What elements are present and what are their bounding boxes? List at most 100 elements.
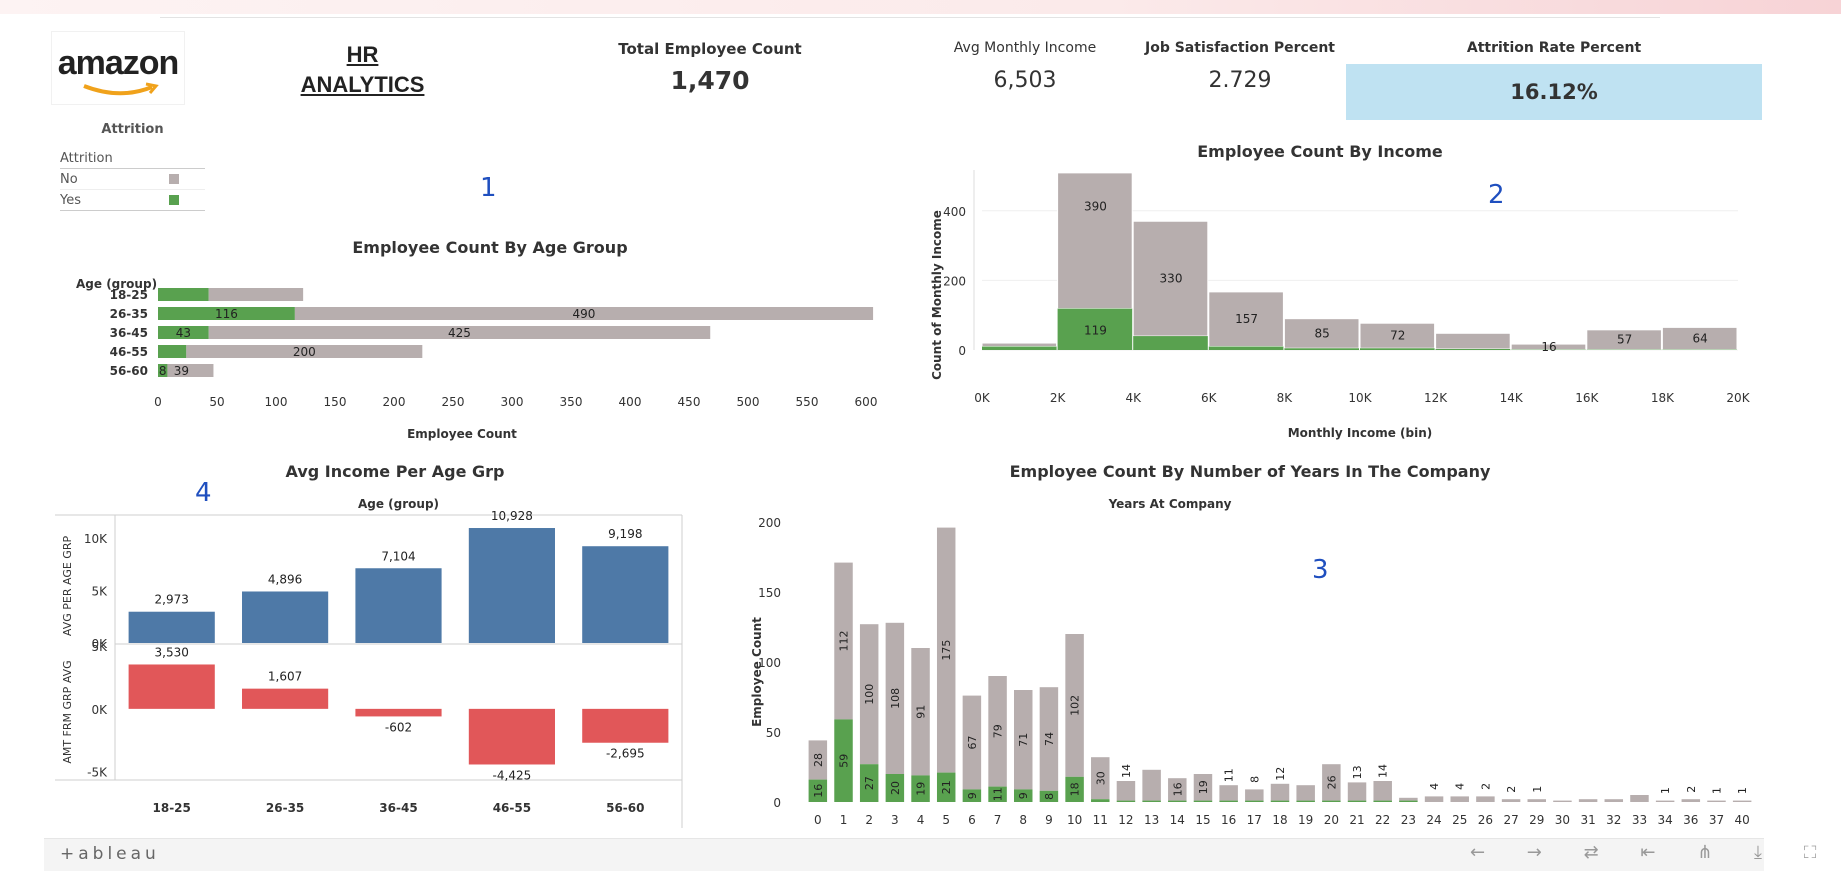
tableau-toolbar: [44, 838, 1764, 871]
years-bar-no-label: 108: [889, 688, 902, 709]
years-bar-no-label: 1: [1710, 787, 1723, 794]
years-bar-no: [1039, 687, 1059, 791]
years-x-tick: 37: [1709, 813, 1724, 827]
years-bar-no-label: 1: [1659, 787, 1672, 794]
avg-bottom-bar-label: -4,425: [493, 768, 532, 782]
income-bar-label: 72: [1390, 329, 1405, 343]
age-x-tick: 300: [501, 395, 524, 409]
avg-bottom-bar: [242, 688, 329, 709]
avg-x-tick: 36-45: [379, 801, 417, 815]
years-bar-yes: [1039, 790, 1059, 802]
years-y-tick: 150: [758, 586, 781, 600]
years-bar-no-label: 14: [1120, 764, 1133, 778]
age-group-chart[interactable]: Age (group)18-25 26-35 116 490 36-45 43 425 46-…: [60, 268, 910, 446]
years-bar-yes: [885, 774, 905, 802]
years-bar-no: [1142, 769, 1161, 801]
years-x-tick: 4: [917, 813, 925, 827]
income-bar-label: 16: [1541, 340, 1556, 354]
avg-top-bar: [468, 528, 555, 643]
years-bar-no-label: 102: [1069, 695, 1082, 716]
kpi-job-satisfaction[interactable]: Job Satisfaction Percent 2.729: [1140, 40, 1340, 93]
years-bar-no-label: 16: [1171, 782, 1184, 796]
attrition-legend[interactable]: Attrition Attrition No Yes: [60, 122, 205, 211]
income-bar-yes: [1057, 308, 1133, 350]
avg-bottom-y-tick: 5K: [91, 640, 108, 654]
avg-top-bar-label: 2,973: [155, 593, 189, 607]
age-bar-yes: [158, 364, 168, 377]
legend-swatch-no: [169, 174, 179, 184]
age-bar-no-label: 490: [573, 307, 596, 321]
years-bar-no: [808, 740, 828, 780]
years-y-tick: 0: [773, 796, 781, 810]
age-x-tick: 250: [442, 395, 465, 409]
years-bar-yes: [808, 779, 828, 802]
legend-item-label: Yes: [60, 192, 81, 208]
avg-x-tick: 46-55: [493, 801, 531, 815]
years-bar-no-label: 100: [863, 684, 876, 705]
years-bar-yes: [1193, 800, 1213, 802]
years-bar-no-label: 2: [1685, 786, 1698, 793]
years-bar-no-label: 8: [1248, 776, 1261, 783]
years-x-tick: 29: [1529, 813, 1544, 827]
avg-bottom-bar-label: -602: [385, 720, 412, 734]
avg-top-y-tick: 10K: [84, 532, 108, 546]
years-bar-no: [1630, 795, 1649, 802]
income-y-tick: 0: [958, 344, 966, 358]
avg-bottom-bar: [582, 708, 669, 743]
age-bar-no-label: 200: [293, 345, 316, 359]
avg-bottom-y-axis-title: AMT FRM GRP AVG: [61, 660, 74, 763]
avg-bottom-bar: [468, 708, 555, 765]
legend-item-label: No: [60, 171, 78, 187]
avg-top-bar-label: 9,198: [608, 527, 642, 541]
years-x-tick: 13: [1144, 813, 1159, 827]
legend-item-yes[interactable]: Yes: [60, 190, 205, 211]
income-bar-yes: [1360, 348, 1435, 350]
age-bar-yes: [158, 345, 187, 358]
income-bar-yes: [982, 346, 1057, 350]
years-chart-title: Employee Count By Number of Years In The…: [1009, 462, 1491, 481]
avg-subtitle: Age (group): [358, 497, 439, 511]
years-bar-yes: [1296, 800, 1315, 802]
kpi-total-employee[interactable]: Total Employee Count 1,470: [580, 40, 840, 95]
years-y-tick: 50: [766, 726, 781, 740]
avg-top-bar-label: 7,104: [381, 549, 415, 563]
age-bar-yes-label: 8: [159, 364, 167, 378]
years-bar-no-label: 11: [1223, 768, 1236, 782]
years-x-tick: 7: [994, 813, 1002, 827]
years-y-axis-title: Employee Count: [750, 617, 764, 727]
years-bar-no: [1476, 796, 1495, 802]
avg-x-tick: 56-60: [606, 801, 644, 815]
years-bar-no-label: 79: [992, 724, 1005, 738]
income-x-tick: 6K: [1201, 391, 1218, 405]
avg-top-bar: [128, 611, 215, 643]
years-x-tick: 36: [1683, 813, 1698, 827]
kpi-attrition-rate[interactable]: Attrition Rate Percent 16.12%: [1346, 40, 1762, 120]
legend-item-no[interactable]: No: [60, 169, 205, 190]
years-bar-no: [1014, 690, 1033, 790]
years-bar-no-label: 26: [1325, 775, 1338, 789]
years-bar-no: [1296, 785, 1315, 801]
years-bar-no: [885, 622, 905, 774]
years-bar-no: [936, 527, 956, 773]
title-line-1: HR: [346, 42, 379, 67]
income-x-tick: 0K: [974, 391, 991, 405]
years-bar-no-label: 28: [812, 753, 825, 767]
title-line-2: ANALYTICS: [300, 72, 425, 97]
years-x-tick: 5: [942, 813, 950, 827]
years-bar-no: [1450, 796, 1469, 802]
kpi-label: Job Satisfaction Percent: [1145, 40, 1335, 56]
kpi-avg-income[interactable]: Avg Monthly Income 6,503: [930, 40, 1120, 93]
avg-bottom-bar: [355, 708, 442, 717]
age-x-tick: 450: [678, 395, 701, 409]
years-bar-yes-label: 9: [1017, 792, 1030, 799]
age-bar-yes-label: 116: [215, 307, 238, 321]
kpi-label: Total Employee Count: [618, 40, 802, 58]
income-bar-yes: [1435, 348, 1511, 350]
years-bar-no: [1655, 800, 1675, 802]
toolbar-nav-icons[interactable]: ← → ⇄ ⇤ ⋔ ⤓ ⛶: [1470, 842, 1835, 863]
income-x-tick: 12K: [1424, 391, 1448, 405]
years-x-tick: 18: [1272, 813, 1287, 827]
